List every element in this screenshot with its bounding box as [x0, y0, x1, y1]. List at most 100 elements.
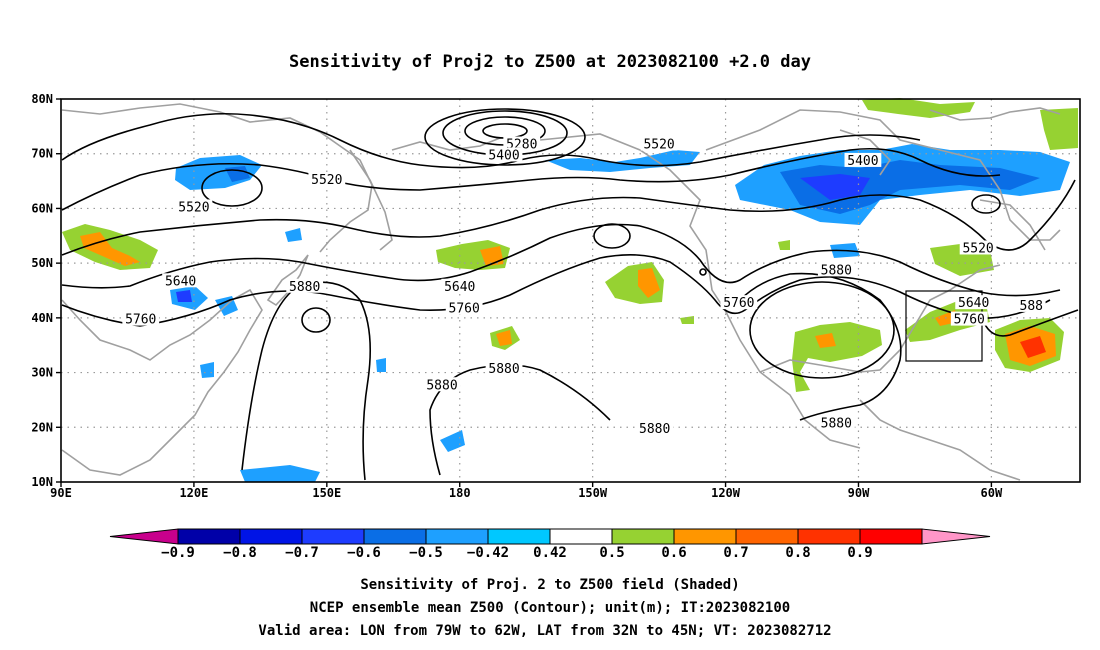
neg-blob [780, 160, 1040, 214]
neg-blob [240, 465, 320, 482]
contour-label-bg [1016, 297, 1046, 312]
contour-label: 5880 [488, 362, 519, 377]
contour-label: 5880 [639, 422, 670, 437]
lat-lon-grid [61, 99, 1080, 482]
contour-label: 5760 [449, 302, 480, 317]
contour-label-bg [503, 136, 541, 151]
colorbar-swatch [301, 528, 365, 545]
figure-title: Sensitivity of Proj2 to Z500 at 20230821… [289, 52, 811, 72]
contour-label: 5760 [723, 296, 754, 311]
lon-tick-label: 90W [848, 486, 870, 500]
colorbar-swatch [425, 528, 489, 545]
contour-label-bg [636, 421, 674, 436]
neg-blob [440, 430, 465, 452]
contour-label-bg [308, 172, 346, 187]
pos-blob [496, 330, 512, 346]
pos-blob [638, 268, 660, 298]
contour-label: 5400 [488, 148, 519, 163]
colorbar-label: −0.6 [347, 545, 381, 561]
contour-label-bg [844, 152, 882, 167]
z500-contours [61, 108, 1079, 481]
contour-label-bg [950, 311, 988, 326]
caption-line-3: Valid area: LON from 79W to 62W, LAT fro… [258, 623, 831, 639]
pos-blob [1020, 336, 1046, 358]
contour-label-bg [955, 295, 993, 310]
lat-tick-label: 30N [31, 366, 53, 380]
colorbar-low-arrow [109, 528, 179, 545]
pos-blob [778, 240, 790, 250]
neg-blob [285, 228, 302, 242]
contour-label-bg [286, 278, 324, 293]
neg-blob [800, 174, 870, 200]
contour-label-bg [959, 240, 997, 255]
pos-blob [1040, 108, 1078, 150]
lon-tick-label: 60W [981, 486, 1003, 500]
pos-blob [792, 322, 882, 392]
contour-label: 5760 [125, 313, 156, 328]
contour-label-bg [162, 273, 200, 288]
neg-blob [200, 362, 214, 378]
contour-label-bg [445, 300, 483, 315]
contour-label-bg [441, 278, 479, 293]
neg-blob [545, 150, 700, 172]
colorbar-label: −0.8 [223, 545, 257, 561]
contour-label-bg [817, 262, 855, 277]
colorbar-swatch [239, 528, 303, 545]
lat-tick-label: 40N [31, 311, 53, 325]
contour-label: 5520 [311, 173, 342, 188]
contour-label-bg [122, 311, 160, 326]
contour-label: 5880 [821, 417, 852, 432]
contour-label: 5640 [444, 280, 475, 295]
contour-label: 5880 [426, 378, 457, 393]
lat-tick-label: 70N [31, 147, 53, 161]
colorbar-label: −0.42 [467, 545, 509, 561]
contour-label: 5880 [821, 263, 852, 278]
colorbar-swatch [363, 528, 427, 545]
contour-label-bg [720, 295, 758, 310]
colorbar-high-arrow [921, 528, 991, 545]
colorbar-label: −0.5 [409, 545, 443, 561]
colorbar-label: 0.8 [785, 545, 810, 561]
contour-label-bg [485, 360, 523, 375]
pos-blob [680, 316, 694, 324]
colorbar-label: 0.5 [599, 545, 624, 561]
lon-tick-label: 180 [449, 486, 471, 500]
colorbar-label: −0.9 [161, 545, 195, 561]
lon-tick-label: 120W [711, 486, 741, 500]
colorbar-swatch [177, 528, 241, 545]
lat-tick-label: 80N [31, 92, 53, 106]
colorbar: −0.9 −0.8 −0.7 −0.6 −0.5 −0.42 0.42 0.5 0.6 0.7 0.… [109, 528, 991, 561]
pos-blob [80, 232, 140, 266]
caption-line-2: NCEP ensemble mean Z500 (Contour); unit(… [310, 600, 790, 616]
colorbar-label: 0.7 [723, 545, 748, 561]
lat-tick-label: 10N [31, 475, 53, 489]
colorbar-swatch [859, 528, 923, 545]
colorbar-swatch [549, 528, 613, 545]
colorbar-label: 0.9 [847, 545, 872, 561]
colorbar-label: 0.6 [661, 545, 686, 561]
contour-label-bg [485, 147, 523, 162]
contour-label: 5640 [958, 296, 989, 311]
contour-label: 5760 [954, 313, 985, 328]
map-frame [60, 98, 1081, 483]
colorbar-label: −0.7 [285, 545, 319, 561]
contour-label-bg [817, 415, 855, 430]
contour-label-bg [640, 136, 678, 151]
contour-label: 5520 [962, 241, 993, 256]
colorbar-swatch [611, 528, 675, 545]
lat-tick-label: 60N [31, 201, 53, 215]
colorbar-swatch [797, 528, 861, 545]
pos-blob [815, 333, 836, 348]
contour-label: 5520 [178, 200, 209, 215]
colorbar-swatch [735, 528, 799, 545]
lon-tick-label: 150W [578, 486, 608, 500]
neg-blob [176, 290, 192, 302]
contour-label: 588 [1020, 299, 1043, 314]
lat-tick-label: 50N [31, 256, 53, 270]
pos-blob [862, 98, 975, 118]
caption-line-1: Sensitivity of Proj. 2 to Z500 field (Sh… [360, 577, 739, 593]
valid-area-box [905, 290, 983, 362]
